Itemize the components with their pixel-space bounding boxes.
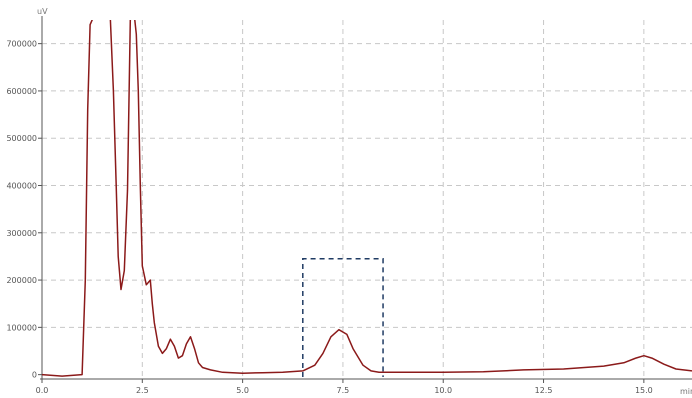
x-tick-label: 12.5 [535, 386, 553, 395]
x-tick-label: 0.0 [36, 386, 49, 395]
x-tick-label: 10.0 [434, 386, 452, 395]
y-tick-label: 100000 [6, 323, 37, 332]
y-tick-label: 300000 [6, 229, 37, 238]
x-axis-unit-label: min [680, 387, 692, 396]
x-tick-label: 15.0 [635, 386, 653, 395]
x-tick-label: 2.5 [136, 386, 149, 395]
y-axis-unit-label: uV [37, 7, 48, 16]
x-axis-ticks: 0.0 2.5 5.0 7.5 10.0 12.5 15.0 [36, 379, 653, 395]
y-tick-label: 500000 [6, 134, 37, 143]
y-axis-ticks: 0 100000 200000 300000 400000 500000 600000 700… [6, 40, 42, 380]
chromatogram-trace [42, 20, 692, 377]
y-tick-label: 700000 [6, 40, 37, 49]
y-tick-label: 400000 [6, 181, 37, 190]
series-layer [42, 20, 692, 377]
x-tick-label: 5.0 [236, 386, 249, 395]
axes [40, 16, 692, 380]
x-tick-label: 7.5 [337, 386, 350, 395]
y-tick-label: 0 [32, 371, 37, 380]
y-tick-label: 200000 [6, 276, 37, 285]
y-tick-label: 600000 [6, 87, 37, 96]
